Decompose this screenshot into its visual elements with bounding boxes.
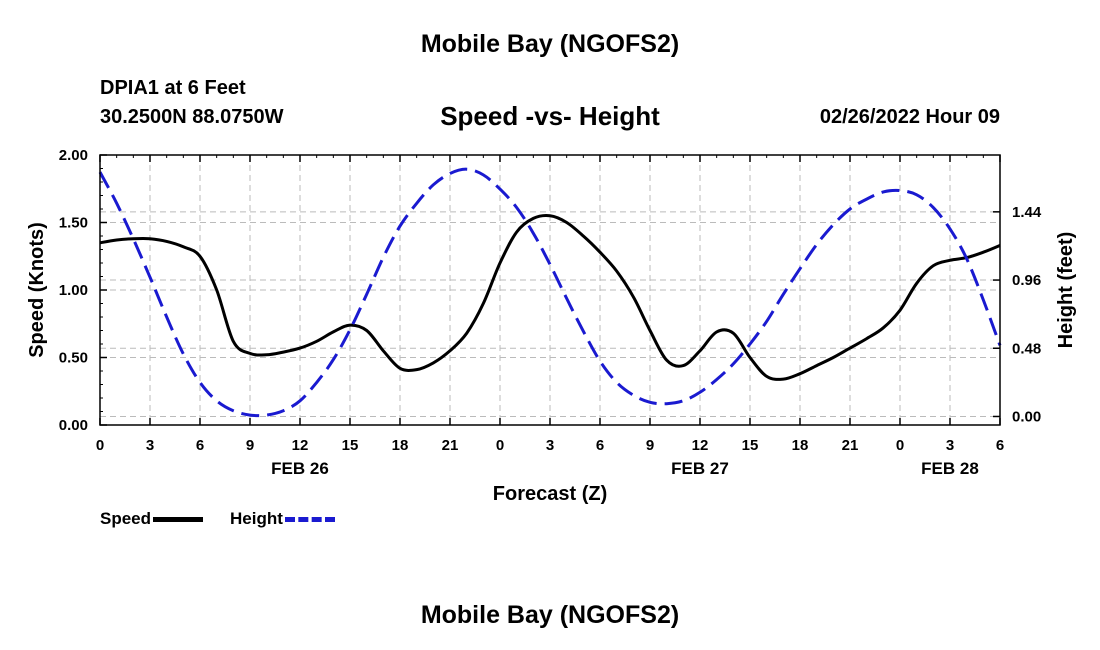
y2-tick-label: 0.48 <box>1012 340 1041 357</box>
legend-height: Height <box>230 509 335 529</box>
x-tick-label: 9 <box>246 437 254 454</box>
labels-layer: 0 3 6 9 12 15 18 21 0 3 6 9 12 15 18 21 0 3 6 0.00 0.50 1.00 1… <box>26 147 1077 505</box>
legend-speed-swatch <box>153 516 204 522</box>
x-tick-label: 0 <box>496 437 504 454</box>
date-label: FEB 28 <box>921 459 979 478</box>
x-tick-label: 18 <box>792 437 809 454</box>
footer-title: Mobile Bay (NGOFS2) <box>420 601 680 629</box>
y2-tick-label: 0.00 <box>1012 408 1041 425</box>
legend-speed-label: Speed <box>100 509 152 528</box>
timestamp: 02/26/2022 Hour 09 <box>819 106 1000 128</box>
x-tick-label: 21 <box>842 437 859 454</box>
x-tick-label: 12 <box>692 437 709 454</box>
station-coords: 30.2500N 88.0750W <box>100 106 284 128</box>
series-line-height <box>98 167 1002 418</box>
date-label: FEB 26 <box>271 459 329 478</box>
x-tick-label: 3 <box>146 437 154 454</box>
y-tick-label: 0.50 <box>59 350 88 367</box>
legend-speed: Speed <box>100 509 204 529</box>
chart-title: Speed -vs- Height <box>440 101 660 131</box>
series-layer <box>98 167 1002 418</box>
date-label: FEB 27 <box>671 459 729 478</box>
y-tick-label: 2.00 <box>59 147 88 164</box>
y-axis-label: Speed (Knots) <box>26 222 48 358</box>
y-tick-label: 0.00 <box>59 417 88 434</box>
main-title: Mobile Bay (NGOFS2) <box>420 30 680 58</box>
legend-height-swatch <box>284 516 335 522</box>
y2-tick-label: 1.44 <box>1012 204 1042 221</box>
x-tick-label: 6 <box>996 437 1004 454</box>
x-tick-label: 0 <box>896 437 904 454</box>
x-tick-label: 21 <box>442 437 459 454</box>
y2-tick-label: 0.96 <box>1012 272 1041 289</box>
x-tick-label: 18 <box>392 437 409 454</box>
y-tick-label: 1.00 <box>59 282 88 299</box>
x-tick-label: 12 <box>292 437 309 454</box>
x-tick-label: 0 <box>96 437 104 454</box>
x-tick-label: 9 <box>646 437 654 454</box>
x-tick-label: 6 <box>196 437 204 454</box>
ticks-layer <box>99 154 1001 426</box>
grid <box>100 155 1000 425</box>
x-tick-label: 15 <box>342 437 359 454</box>
x-tick-label: 3 <box>946 437 954 454</box>
x-tick-label: 6 <box>596 437 604 454</box>
station-name: DPIA1 at 6 Feet <box>100 77 246 99</box>
x-tick-label: 3 <box>546 437 554 454</box>
y-tick-label: 1.50 <box>59 215 88 232</box>
x-tick-label: 15 <box>742 437 759 454</box>
y2-axis-label: Height (feet) <box>1055 232 1077 349</box>
legend-height-label: Height <box>230 509 283 528</box>
series-line-speed <box>99 214 1001 381</box>
x-axis-label: Forecast (Z) <box>493 483 607 505</box>
